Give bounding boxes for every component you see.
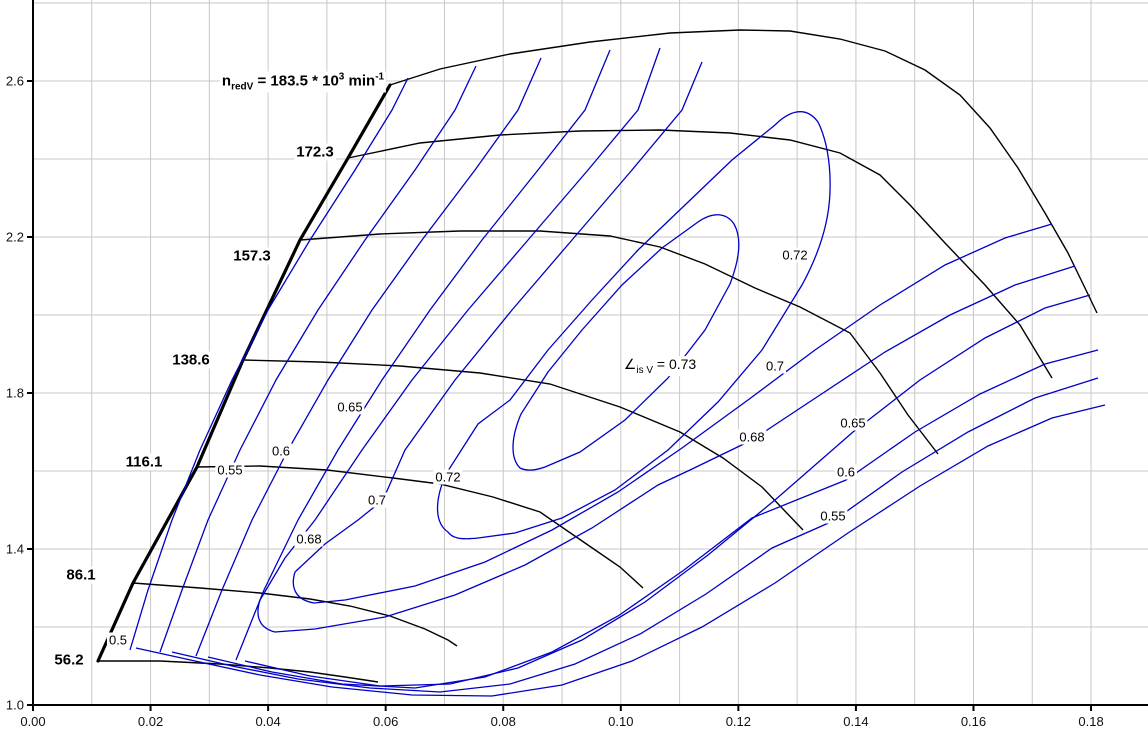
axes (27, 0, 1148, 711)
speed-label-86-1: 86.1 (64, 566, 98, 584)
x-tick-label: 0.02 (137, 714, 164, 729)
contour-label-0-55-left: 0.55 (215, 462, 245, 478)
x-tick-label: 0.10 (608, 714, 634, 729)
efficiency-contour-0-65-right (244, 294, 1091, 687)
efficiency-contour-0-7-right (292, 223, 1053, 604)
efficiency-annotation: ∠is V = 0.73 (621, 356, 699, 376)
nred-subscript: redV (231, 81, 254, 93)
efficiency-contour-0-6-left (195, 57, 542, 657)
speed-label-172-3: 172.3 (294, 143, 336, 161)
surge-line (96, 83, 392, 663)
contour-label-0-6-right: 0.6 (834, 464, 858, 480)
contour-label-0-55-right: 0.55 (818, 508, 848, 524)
speed-line-annotation: nredV = 183.5 * 103 min-1 (219, 71, 387, 93)
nred-unit-exponent: -1 (375, 71, 385, 83)
contour-label-0-65-left: 0.65 (335, 399, 365, 415)
contour-label-0-72-left: 0.72 (433, 469, 463, 485)
y-tick-label: 1.4 (5, 541, 24, 557)
speed-line-157-3 (299, 230, 939, 455)
speed-label-138-6: 138.6 (170, 351, 212, 369)
eta-subscript: is V (636, 364, 654, 376)
x-tick-label: 0.06 (373, 714, 399, 729)
speed-line-116-1 (196, 465, 644, 589)
x-tick-label: 0.08 (490, 714, 516, 729)
x-tick-label: 0.12 (725, 714, 752, 729)
efficiency-contour-0-7-left (294, 61, 703, 573)
nred-base: n (221, 72, 232, 90)
contour-label-0-6-left: 0.6 (269, 443, 293, 459)
contour-label-0-68-right: 0.68 (737, 429, 767, 445)
y-tick-label: 1.0 (5, 697, 24, 713)
contour-label-0-7-right: 0.7 (763, 358, 787, 374)
speed-label-116-1: 116.1 (123, 453, 165, 471)
y-tick-label: 2.6 (5, 73, 24, 89)
x-tick-label: 0.14 (843, 714, 869, 729)
efficiency-contour-0-55-left (159, 65, 477, 653)
eta-value: = 0.73 (653, 356, 697, 373)
efficiency-island-0-73 (512, 214, 740, 471)
speed-line-138-6 (242, 359, 804, 531)
efficiency-contour-0-5-right (135, 404, 1106, 697)
speed-line-86-1 (132, 582, 458, 647)
efficiency-contour-0-5-left (129, 77, 409, 651)
contour-label-0-5: 0.5 (106, 632, 130, 648)
speed-label-56-2: 56.2 (52, 651, 86, 669)
efficiency-contour-0-65-left (235, 49, 611, 661)
efficiency-island-0-72 (436, 111, 831, 540)
eta-symbol: ∠ (623, 356, 637, 373)
x-tick-label: 0.16 (960, 714, 987, 729)
speed-line-183-5 (389, 29, 1098, 314)
efficiency-contour-0-68-right (257, 265, 1076, 633)
contour-label-0-68-left: 0.68 (294, 531, 324, 547)
efficiency-contour-0-55-right (171, 377, 1099, 693)
contour-label-0-7-left: 0.7 (365, 492, 389, 508)
nred-exponent: 3 (338, 71, 345, 83)
contour-label-0-65-right: 0.65 (838, 415, 868, 431)
speed-line-172-3 (347, 129, 1053, 379)
nred-value: = 183.5 * 10 (253, 72, 339, 90)
x-tick-label: 0.00 (20, 714, 46, 729)
speed-line-56-2 (98, 660, 379, 683)
y-tick-label: 2.2 (5, 229, 24, 245)
efficiency-contour-0-6-right (207, 349, 1099, 689)
y-tick-label: 1.8 (5, 385, 24, 401)
x-tick-label: 0.18 (1078, 714, 1104, 729)
speed-label-157-3: 157.3 (231, 247, 273, 265)
nred-unit: min (344, 72, 376, 90)
x-tick-label: 0.04 (255, 714, 281, 729)
contour-label-0-72-right: 0.72 (780, 247, 810, 263)
